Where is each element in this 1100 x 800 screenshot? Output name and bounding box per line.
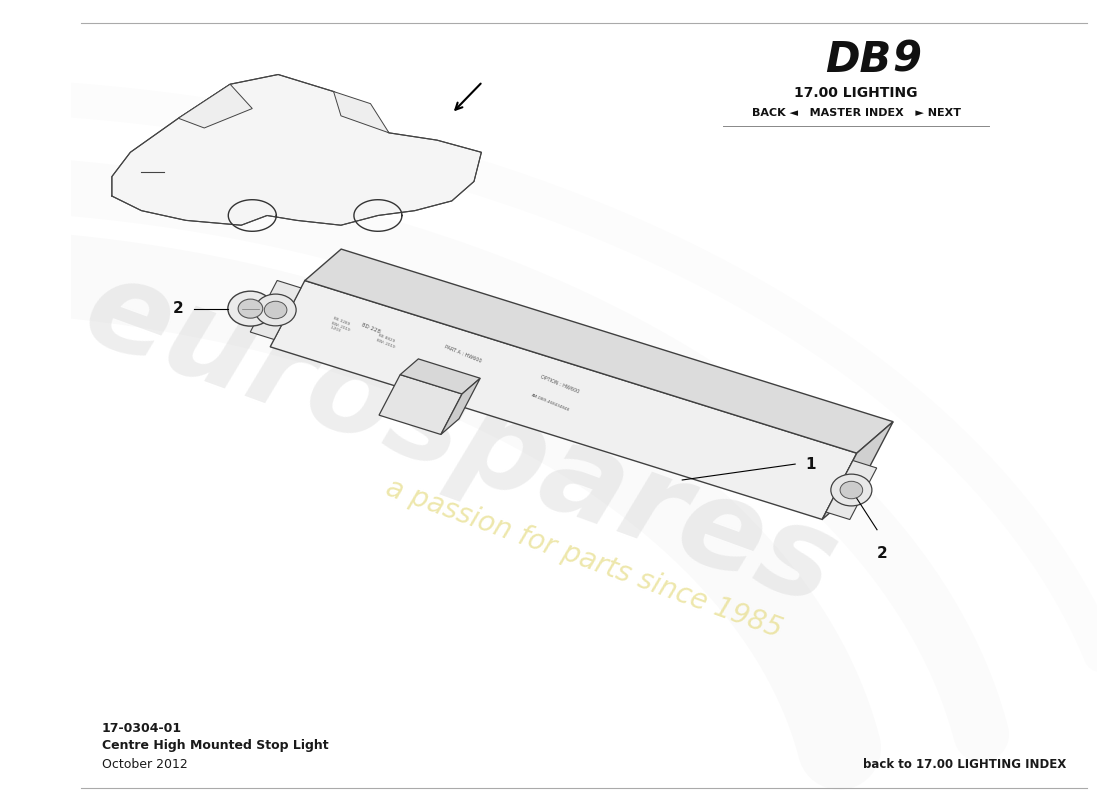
Circle shape [228, 291, 273, 326]
Polygon shape [826, 461, 877, 519]
Circle shape [264, 302, 287, 318]
Polygon shape [441, 378, 481, 434]
Text: 17.00 LIGHTING: 17.00 LIGHTING [794, 86, 917, 100]
Text: 2: 2 [173, 301, 184, 316]
Circle shape [238, 299, 263, 318]
Text: 1: 1 [805, 457, 816, 471]
Text: 2: 2 [877, 546, 888, 561]
Text: back to 17.00 LIGHTING INDEX: back to 17.00 LIGHTING INDEX [864, 758, 1066, 770]
Circle shape [255, 294, 296, 326]
Polygon shape [379, 374, 462, 434]
Text: OPTION : HW600: OPTION : HW600 [540, 374, 580, 394]
Text: Centre High Mounted Stop Light: Centre High Mounted Stop Light [101, 739, 328, 752]
Polygon shape [112, 74, 482, 226]
Text: BE 8829
BW: 2019: BE 8829 BW: 2019 [376, 334, 397, 349]
Text: AM-DB9-468434848: AM-DB9-468434848 [530, 393, 570, 412]
Text: PART A : HW600: PART A : HW600 [443, 344, 482, 363]
Polygon shape [305, 249, 893, 453]
Text: October 2012: October 2012 [101, 758, 187, 770]
Polygon shape [400, 359, 481, 394]
Text: a passion for parts since 1985: a passion for parts since 1985 [382, 474, 786, 644]
Text: BACK ◄   MASTER INDEX   ► NEXT: BACK ◄ MASTER INDEX ► NEXT [751, 108, 960, 118]
Circle shape [840, 482, 862, 498]
Text: 8D 228: 8D 228 [361, 322, 381, 334]
Polygon shape [333, 91, 389, 133]
Circle shape [830, 474, 872, 506]
Text: eurospares: eurospares [69, 248, 852, 632]
Polygon shape [822, 422, 893, 519]
Text: 9: 9 [892, 38, 921, 81]
Polygon shape [271, 281, 857, 519]
Text: DB: DB [825, 38, 891, 81]
Text: B6 3289
BW: 2019
1.203: B6 3289 BW: 2019 1.203 [329, 317, 352, 337]
Text: 17-0304-01: 17-0304-01 [101, 722, 182, 734]
Polygon shape [251, 281, 301, 339]
Polygon shape [178, 84, 252, 128]
